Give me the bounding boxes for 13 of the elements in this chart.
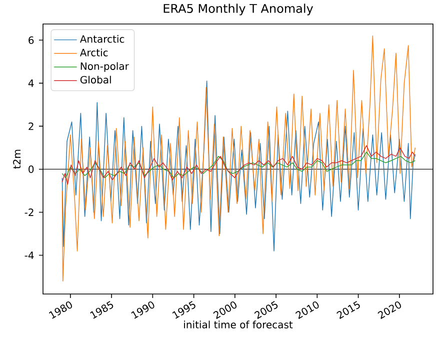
y-tick-label: 4: [28, 80, 34, 87]
y-tick-label: 2: [28, 122, 34, 130]
legend-label: Arctic: [80, 48, 108, 56]
legend-label: Antarctic: [80, 35, 124, 43]
x-axis-title: initial time of forecast: [184, 320, 293, 328]
legend-label: Non-polar: [80, 62, 129, 72]
chart-title: ERA5 Monthly T Anomaly: [164, 4, 314, 16]
y-axis-title: t2m: [13, 150, 20, 169]
y-tick-label: -2: [24, 208, 34, 216]
y-tick-label: -4: [24, 252, 34, 259]
y-tick-label: 6: [28, 36, 34, 44]
y-tick-label: 0: [28, 165, 34, 174]
legend-label: Global: [80, 76, 111, 84]
